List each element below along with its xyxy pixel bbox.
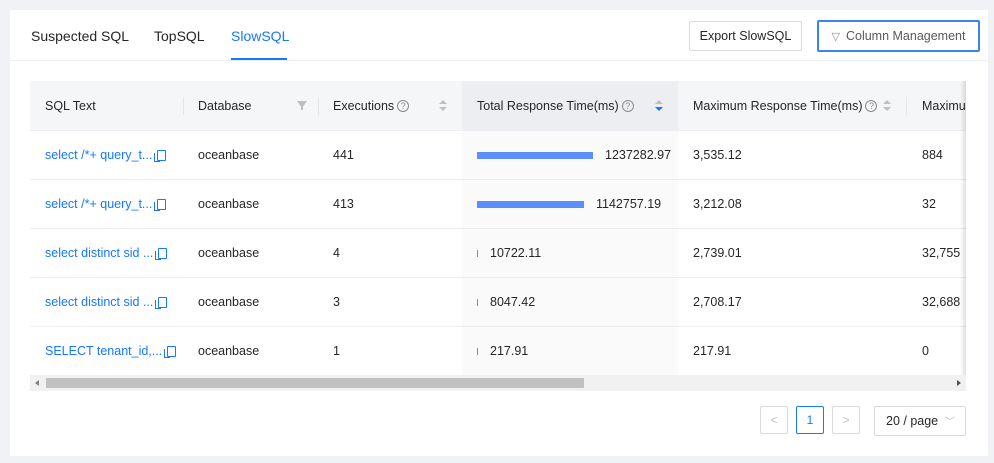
previous-page-button[interactable]: < bbox=[760, 406, 788, 434]
maximum-response-time-cell: 217.91 bbox=[693, 344, 732, 358]
maximum-response-time-cell: 2,708.17 bbox=[693, 295, 742, 309]
column-header-total-response-time[interactable]: Total Response Time(ms) ? bbox=[477, 81, 634, 131]
slow-sql-table: SQL Text Database Executions ? Total Res… bbox=[30, 81, 966, 394]
slow-sql-panel: Suspected SQL TopSQL SlowSQL Export Slow… bbox=[10, 10, 988, 456]
executions-cell: 4 bbox=[333, 246, 340, 260]
executions-cell: 441 bbox=[333, 148, 354, 162]
column-filter-icon[interactable] bbox=[297, 101, 307, 110]
column-header-sql-text: SQL Text bbox=[45, 99, 96, 113]
sql-text-cell: select /*+ query_t... bbox=[45, 180, 167, 228]
column-header-maximum-truncated[interactable]: Maximu bbox=[922, 99, 966, 113]
scroll-shadow bbox=[960, 81, 966, 375]
copy-icon[interactable] bbox=[155, 296, 168, 309]
total-response-time-bar bbox=[477, 151, 593, 159]
database-cell: oceanbase bbox=[198, 344, 260, 358]
executions-cell: 3 bbox=[333, 295, 340, 309]
sql-text-link[interactable]: SELECT tenant_id,... bbox=[45, 344, 163, 358]
column-header-maximum-response-time[interactable]: Maximum Response Time(ms) ? bbox=[693, 81, 878, 131]
scroll-right-icon[interactable] bbox=[957, 380, 961, 386]
chevron-right-icon: > bbox=[842, 413, 850, 427]
scroll-left-icon[interactable] bbox=[35, 380, 39, 386]
column-header-executions[interactable]: Executions ? bbox=[333, 81, 410, 131]
table-row: select distinct sid ... oceanbase 4 10722.1… bbox=[30, 229, 966, 278]
horizontal-scrollbar[interactable] bbox=[30, 375, 966, 391]
page-size-select[interactable]: 20 / page ﹀ bbox=[874, 406, 966, 436]
total-response-time-bar bbox=[477, 249, 478, 257]
maximum-cell: 884 bbox=[922, 148, 943, 162]
maximum-response-time-cell: 3,212.08 bbox=[693, 197, 742, 211]
sort-icon[interactable] bbox=[439, 100, 447, 112]
sql-text-cell: SELECT tenant_id,... bbox=[45, 327, 177, 375]
table-row: select /*+ query_t... oceanbase 413 1142757… bbox=[30, 180, 966, 229]
total-response-time-value: 10722.11 bbox=[490, 246, 542, 260]
total-response-time-value: 1142757.19 bbox=[596, 197, 662, 211]
next-page-button[interactable]: > bbox=[832, 406, 860, 434]
tab-topsql[interactable]: TopSQL bbox=[154, 28, 205, 44]
total-response-time-bar bbox=[477, 298, 478, 306]
maximum-cell: 32,755 bbox=[922, 246, 961, 260]
active-tab-indicator bbox=[231, 58, 287, 60]
maximum-cell: 32,688 bbox=[922, 295, 961, 309]
copy-icon[interactable] bbox=[154, 198, 167, 211]
table-row: select /*+ query_t... oceanbase 441 1237282… bbox=[30, 131, 966, 180]
executions-cell: 1 bbox=[333, 344, 340, 358]
column-divider bbox=[906, 97, 907, 115]
total-response-time-value: 1237282.97 bbox=[605, 148, 672, 162]
total-response-time-cell: 8047.42 bbox=[477, 278, 535, 326]
sql-text-link[interactable]: select distinct sid ... bbox=[45, 295, 154, 309]
total-response-time-value: 217.91 bbox=[490, 344, 529, 358]
sql-text-cell: select /*+ query_t... bbox=[45, 131, 167, 179]
sorted-column-header-background bbox=[462, 81, 678, 131]
chevron-left-icon: < bbox=[770, 413, 778, 427]
sort-icon[interactable] bbox=[883, 100, 891, 112]
table-row: select distinct sid ... oceanbase 3 8047.42… bbox=[30, 278, 966, 327]
table-row: SELECT tenant_id,... oceanbase 1 217.91 217.… bbox=[30, 327, 966, 376]
column-divider bbox=[318, 97, 319, 115]
export-slowsql-button[interactable]: Export SlowSQL bbox=[689, 21, 802, 51]
column-management-button[interactable]: ▽ Column Management bbox=[817, 20, 980, 52]
copy-icon[interactable] bbox=[164, 345, 177, 358]
total-response-time-bar bbox=[477, 347, 478, 355]
total-response-time-bar bbox=[477, 200, 584, 208]
column-header-database: Database bbox=[198, 99, 252, 113]
sql-text-cell: select distinct sid ... bbox=[45, 278, 168, 326]
sql-text-link[interactable]: select /*+ query_t... bbox=[45, 148, 153, 162]
maximum-cell: 0 bbox=[922, 344, 929, 358]
tab-suspected-sql[interactable]: Suspected SQL bbox=[31, 28, 130, 44]
tab-slowsql[interactable]: SlowSQL bbox=[231, 28, 290, 44]
help-icon[interactable]: ? bbox=[865, 100, 878, 112]
column-divider bbox=[183, 97, 184, 115]
total-response-time-cell: 1142757.19 bbox=[477, 180, 661, 228]
filter-icon: ▽ bbox=[831, 30, 840, 43]
executions-cell: 413 bbox=[333, 197, 354, 211]
export-slowsql-label: Export SlowSQL bbox=[699, 29, 792, 43]
maximum-cell: 32 bbox=[922, 197, 936, 211]
database-cell: oceanbase bbox=[198, 148, 260, 162]
database-cell: oceanbase bbox=[198, 295, 260, 309]
sql-text-link[interactable]: select /*+ query_t... bbox=[45, 197, 153, 211]
total-response-time-cell: 1237282.97 bbox=[477, 131, 671, 179]
column-management-label: Column Management bbox=[845, 29, 966, 43]
total-response-time-value: 8047.42 bbox=[490, 295, 536, 309]
chevron-down-icon: ﹀ bbox=[945, 417, 955, 428]
database-cell: oceanbase bbox=[198, 197, 260, 211]
total-response-time-cell: 10722.11 bbox=[477, 229, 541, 277]
help-icon[interactable]: ? bbox=[621, 100, 634, 112]
maximum-response-time-cell: 2,739.01 bbox=[693, 246, 742, 260]
help-icon[interactable]: ? bbox=[397, 100, 410, 112]
sort-descending-icon[interactable] bbox=[655, 100, 663, 112]
page-1-button[interactable]: 1 bbox=[796, 406, 824, 434]
copy-icon[interactable] bbox=[154, 149, 167, 162]
sql-text-link[interactable]: select distinct sid ... bbox=[45, 246, 154, 260]
scrollbar-thumb[interactable] bbox=[46, 378, 584, 388]
copy-icon[interactable] bbox=[155, 247, 168, 260]
maximum-response-time-cell: 3,535.12 bbox=[693, 148, 742, 162]
tab-bar: Suspected SQL TopSQL SlowSQL Export Slow… bbox=[10, 10, 988, 61]
total-response-time-cell: 217.91 bbox=[477, 327, 528, 375]
sql-text-cell: select distinct sid ... bbox=[45, 229, 168, 277]
table-header: SQL Text Database Executions ? Total Res… bbox=[30, 81, 966, 131]
database-cell: oceanbase bbox=[198, 246, 260, 260]
